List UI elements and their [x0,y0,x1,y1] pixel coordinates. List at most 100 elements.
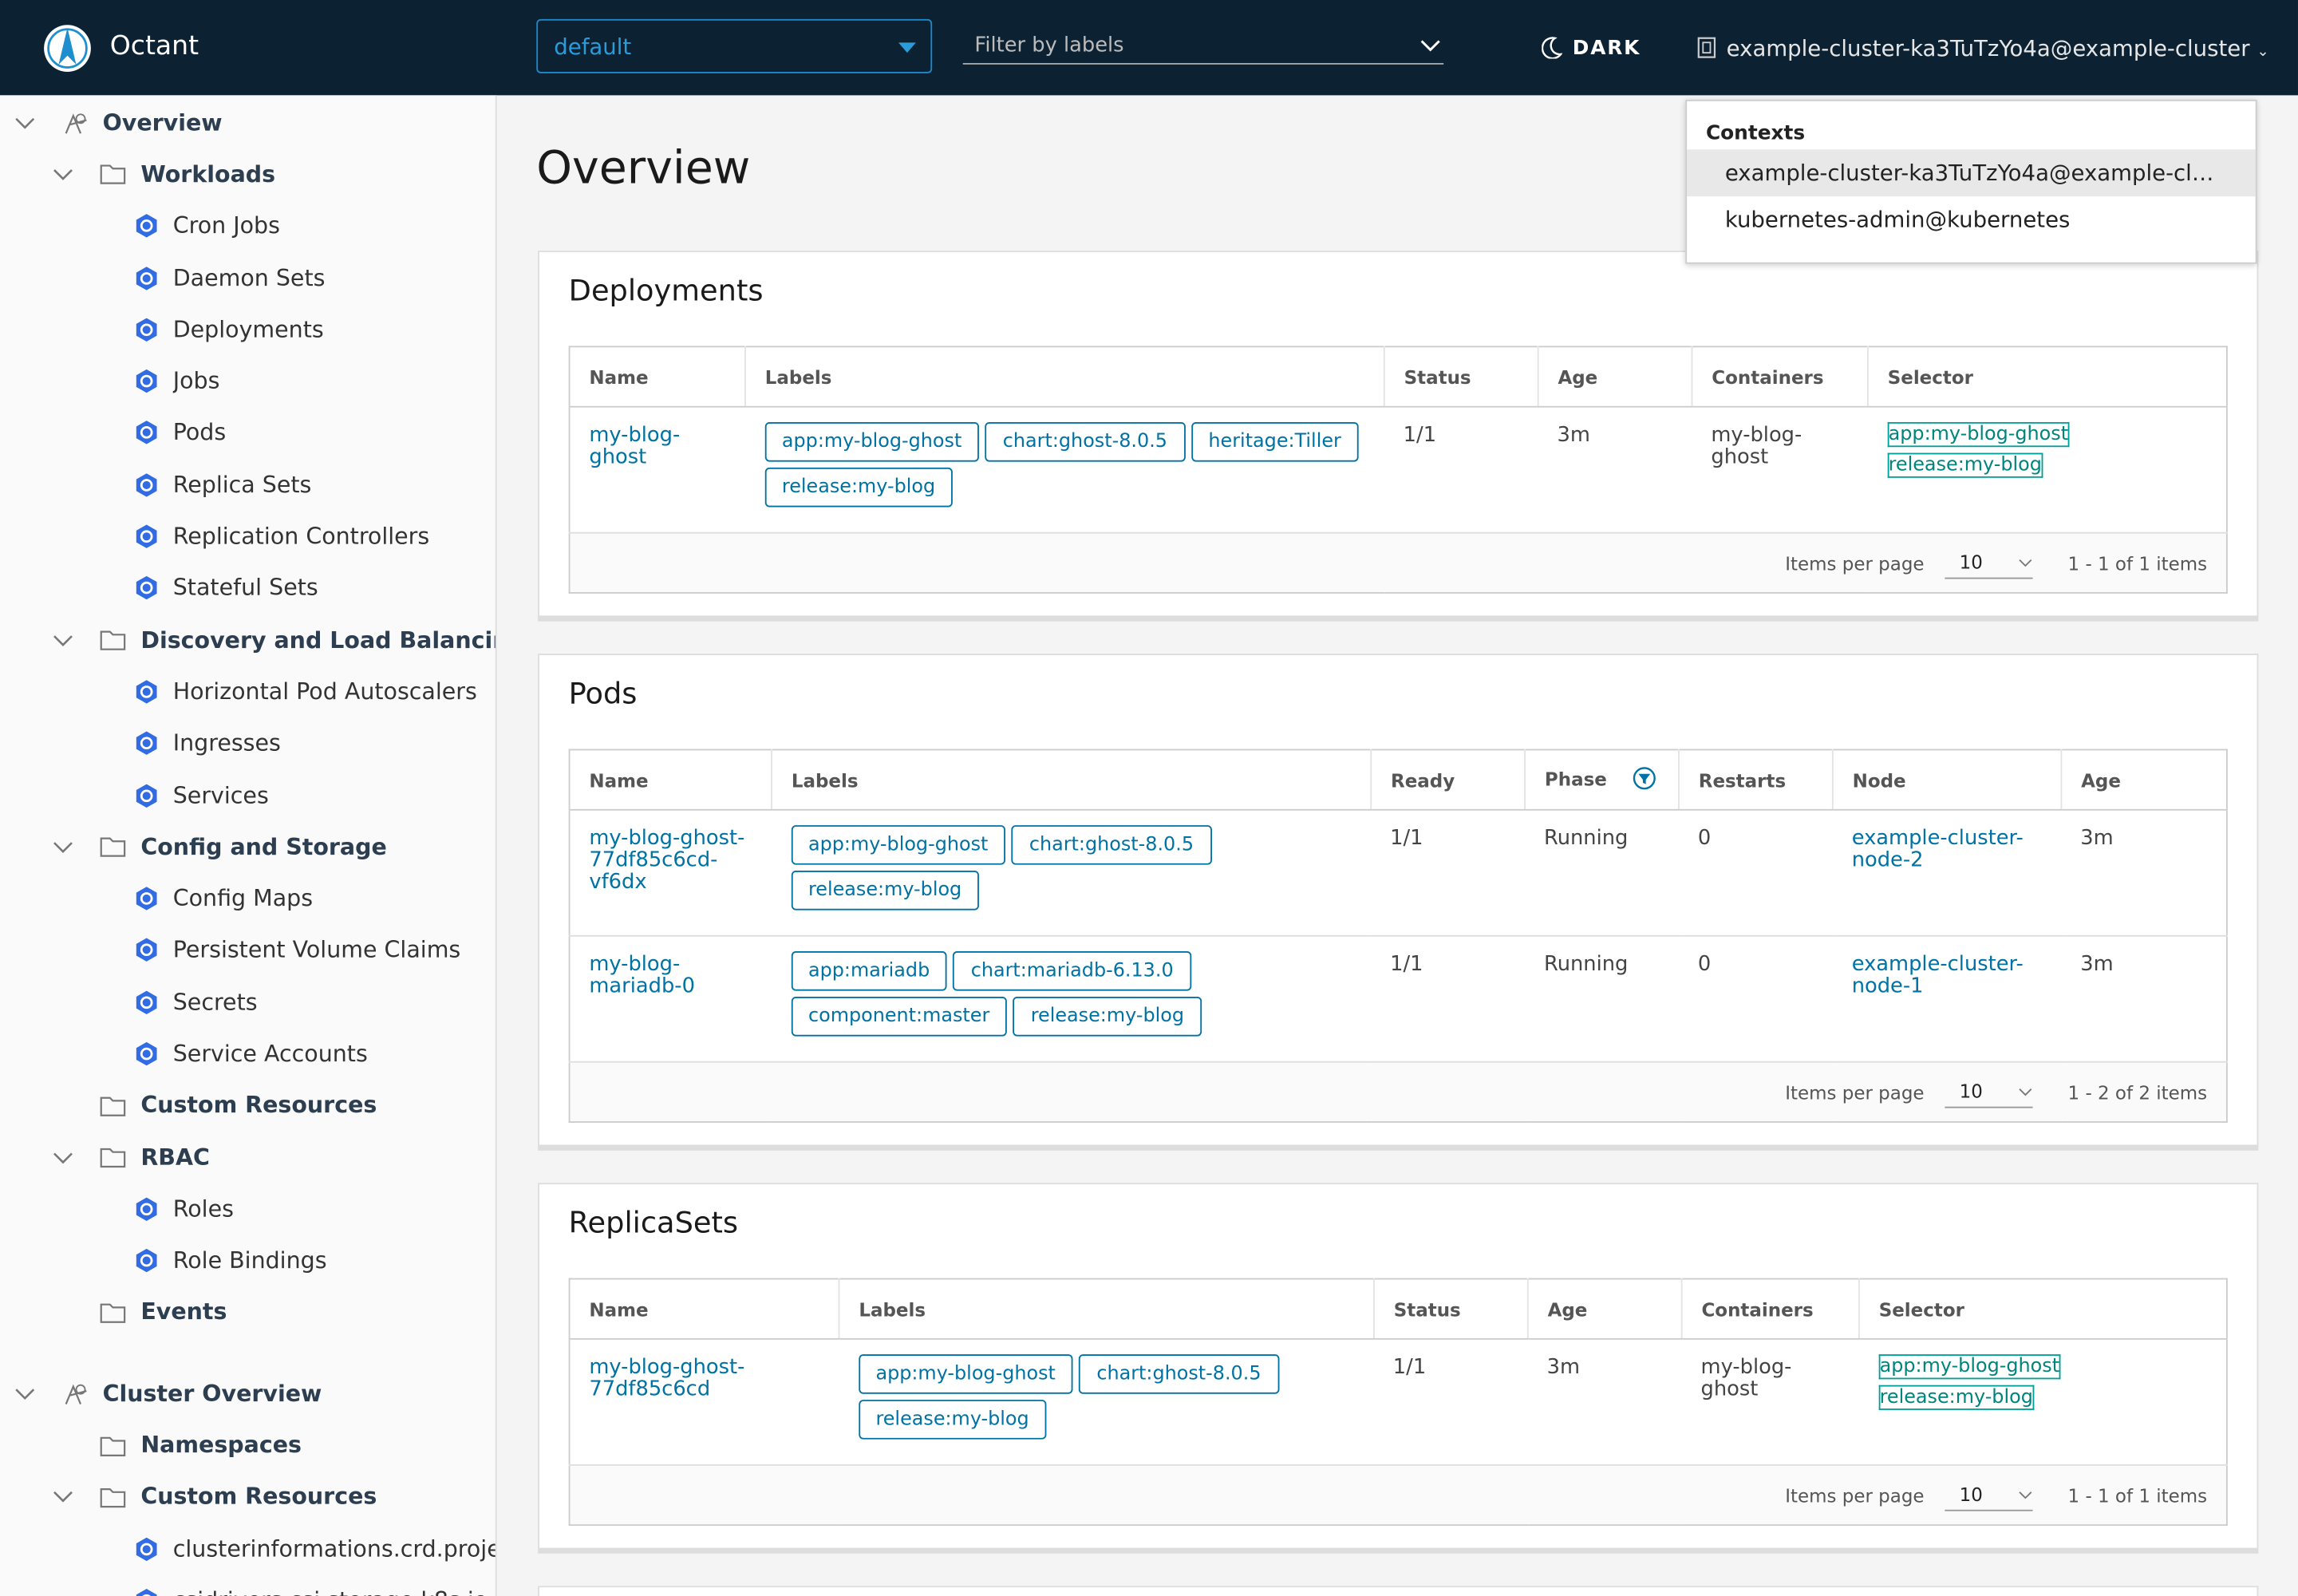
nav-item[interactable]: Ingresses [0,717,496,769]
footer-cell: Items per page 10 1 - 1 of 1 items [570,1465,2227,1525]
column-header: Name [569,346,745,408]
nav-item[interactable]: Replication Controllers [0,511,496,563]
column-label: Age [2081,768,2121,791]
cell-text: 3m [1557,423,1590,448]
nav-item[interactable]: Config and Storage [0,821,496,873]
nav-item[interactable]: RBAC [0,1132,496,1183]
filter-icon[interactable] [1633,766,1656,794]
column-header: Name [569,749,772,811]
nav-item[interactable]: Cluster Overview [0,1368,496,1420]
chevron [14,1381,35,1407]
cluster-icon [1697,37,1716,58]
card-title: ReplicaSets [568,1204,739,1240]
table-row: my-blog-mariadb-0 app:mariadb chart:mariad… [569,935,2227,1063]
nav-label: Custom Resources [140,1092,377,1119]
context-item[interactable]: example-cluster-ka3TuTzYo4a@example-clus… [1687,149,2256,197]
page-size-select[interactable]: 10 [1945,1479,2033,1511]
label-filter[interactable]: Filter by labels [962,26,1444,65]
column-label: Age [1547,1298,1588,1320]
nav-item[interactable]: Service Accounts [0,1028,496,1080]
selector-chip: release:my-blog [1877,1385,2035,1410]
context-select[interactable]: example-cluster-ka3TuTzYo4a@example-clus… [1726,35,2269,62]
nav-label: Custom Resources [140,1483,377,1511]
nav-label: Discovery and Load Balancing [140,626,496,654]
footer-cell: Items per page 10 1 - 1 of 1 items [570,533,2227,593]
nav-item[interactable]: csidrivers.csi.storage.k8s.io [0,1574,496,1596]
filter-placeholder: Filter by labels [974,34,1124,57]
page-size-select[interactable]: 10 [1945,1076,2033,1108]
cell-text: Running [1543,952,1629,977]
nav-item[interactable]: Discovery and Load Balancing [0,614,496,666]
caret [2018,1080,2032,1103]
resource-link[interactable]: my-blog-ghost-77df85c6cd-vf6dx [589,826,745,895]
nav-label: Overview [102,109,223,136]
label-chip: release:my-blog [858,1400,1047,1440]
nav-item[interactable]: Daemon Sets [0,252,496,304]
label-chip: app:my-blog-ghost [764,421,980,462]
column-header: Status [1383,346,1538,408]
item-range: 1 - 2 of 2 items [2067,1080,2208,1104]
cell-text: 1/1 [1390,952,1423,977]
nav-item[interactable]: Persistent Volume Claims [0,925,496,977]
nav-item[interactable]: Config Maps [0,873,496,925]
table-row: my-blog-ghost-77df85c6cd app:my-blog-ghos… [569,1338,2227,1466]
nav-icon [135,369,158,393]
nav-icon [100,629,126,651]
nav-item[interactable]: Roles [0,1183,496,1235]
theme-toggle[interactable]: DARK [1572,36,1641,61]
nav-item[interactable]: Overview [0,97,496,148]
resource-link[interactable]: example-cluster-node-1 [1851,952,2024,998]
cell-text: 3m [2080,826,2114,851]
nav-icon [135,1537,158,1561]
footer-row: Items per page 10 1 - 2 of 2 items [570,1062,2227,1122]
column-header: Labels [744,346,1384,408]
contexts-title: Contexts [1705,121,1806,145]
nav-item[interactable]: Role Bindings [0,1235,496,1287]
table-cell: 1/1 [1373,1338,1528,1466]
data-table: Name Labels Status Age Containers Selector my-… [568,346,2228,594]
resource-link[interactable]: my-blog-ghost [589,423,681,469]
column-header: Phase [1524,749,1679,811]
nav-item[interactable]: Stateful Sets [0,563,496,614]
footer-cell: Items per page 10 1 - 2 of 2 items [570,1062,2227,1122]
nav-label: Role Bindings [172,1247,327,1274]
namespace-select[interactable]: default [536,18,933,73]
nav-item[interactable]: Namespaces [0,1420,496,1472]
items-per-page: Items per page [1785,551,1925,575]
nav-label: Cron Jobs [172,212,280,239]
item-range: 1 - 1 of 1 items [2067,551,2208,575]
table-cell: 3m [2061,809,2227,937]
nav-item[interactable]: Cron Jobs [0,200,496,252]
nav-item[interactable]: clusterinformations.crd.projectcalico.or… [0,1523,496,1574]
caret [898,42,916,53]
nav-item[interactable]: Custom Resources [0,1080,496,1132]
column-header: Labels [771,749,1372,811]
page-size-select[interactable]: 10 [1945,547,2033,579]
resource-link[interactable]: my-blog-ghost-77df85c6cd [589,1355,745,1401]
nav-item[interactable]: Replica Sets [0,459,496,511]
table-footer: Items per page 10 1 - 1 of 1 items [570,533,2226,593]
caret [2018,1483,2032,1506]
nav-item[interactable]: Pods [0,407,496,459]
column-label: Status [1393,1298,1461,1320]
chevron [53,1144,73,1171]
nav-item[interactable]: Events [0,1286,496,1338]
context-item[interactable]: kubernetes-admin@kubernetes [1724,206,2071,234]
nav-item[interactable]: Jobs [0,355,496,407]
nav-item[interactable]: Horizontal Pod Autoscalers [0,666,496,717]
resource-link[interactable]: my-blog-mariadb-0 [589,952,695,998]
column-label: Labels [791,768,859,791]
table-cell: example-cluster-node-1 [1832,935,2062,1063]
nav-item[interactable]: Workloads [0,148,496,200]
header: Octant default Filter by labels DARK exa… [0,0,2298,96]
contexts-list: example-cluster-ka3TuTzYo4a@example-clus… [1687,149,2256,243]
nav-item[interactable]: Custom Resources [0,1472,496,1523]
nav-item[interactable]: Services [0,769,496,821]
logo [44,25,91,72]
table-cell: 3m [2061,935,2227,1063]
label-chip: app:mariadb [790,951,948,991]
nav-item[interactable]: Secrets [0,976,496,1028]
nav-item[interactable]: Deployments [0,304,496,356]
table-cell: app:my-blog-ghost chart:ghost-8.0.5 releas… [839,1338,1374,1466]
resource-link[interactable]: example-cluster-node-2 [1851,826,2024,872]
